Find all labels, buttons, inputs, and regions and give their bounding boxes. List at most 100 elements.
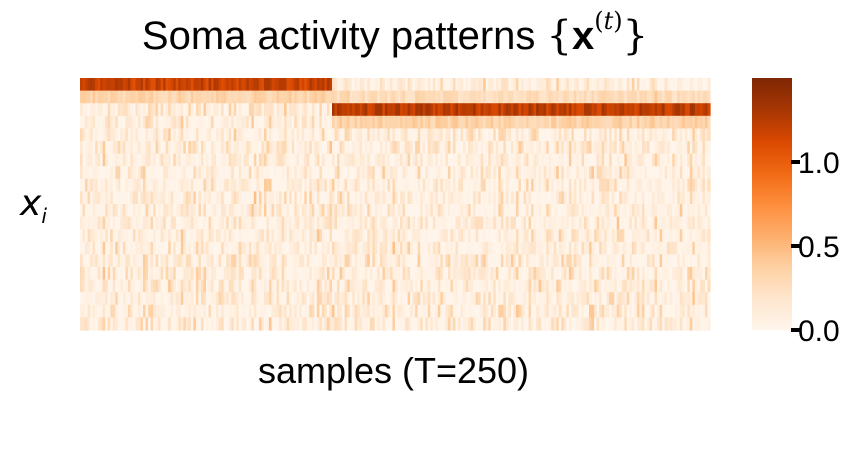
heatmap-cell bbox=[226, 90, 230, 104]
heatmap-cell bbox=[382, 153, 386, 167]
heatmap-cell bbox=[452, 166, 457, 180]
heatmap-cell bbox=[475, 216, 479, 230]
heatmap-cell bbox=[132, 90, 137, 104]
heatmap-cell bbox=[601, 153, 605, 167]
heatmap-cell bbox=[203, 229, 207, 243]
heatmap-cell bbox=[248, 90, 252, 104]
heatmap-cell bbox=[659, 78, 663, 92]
heatmap-cell bbox=[473, 304, 477, 318]
heatmap-cell bbox=[586, 141, 590, 155]
heatmap-cell bbox=[694, 128, 698, 142]
heatmap-cell bbox=[571, 292, 575, 306]
heatmap-cell bbox=[586, 90, 590, 104]
heatmap-cell bbox=[621, 153, 625, 167]
heatmap-cell bbox=[541, 103, 545, 117]
heatmap-cell bbox=[611, 115, 615, 129]
heatmap-cell bbox=[213, 103, 217, 117]
heatmap-cell bbox=[389, 178, 394, 192]
heatmap-cell bbox=[662, 115, 666, 129]
heatmap-cell bbox=[571, 254, 575, 268]
heatmap-cell bbox=[362, 191, 366, 205]
heatmap-cell bbox=[407, 166, 411, 180]
heatmap-cell bbox=[354, 279, 358, 293]
heatmap-cell bbox=[206, 241, 210, 255]
heatmap-cell bbox=[596, 279, 600, 293]
heatmap-cell bbox=[92, 128, 96, 142]
heatmap-cell bbox=[584, 103, 588, 117]
heatmap-cell bbox=[97, 178, 101, 192]
heatmap-cell bbox=[213, 216, 217, 230]
heatmap-cell bbox=[294, 267, 298, 281]
heatmap-cell bbox=[228, 317, 232, 331]
heatmap-cell bbox=[238, 153, 242, 167]
heatmap-cell bbox=[251, 292, 255, 306]
heatmap-cell bbox=[389, 292, 394, 306]
heatmap-cell bbox=[435, 216, 439, 230]
heatmap-cell bbox=[362, 90, 366, 104]
heatmap-cell bbox=[369, 304, 373, 318]
heatmap-cell bbox=[359, 292, 363, 306]
heatmap-cell bbox=[143, 115, 147, 129]
heatmap-cell bbox=[216, 141, 220, 155]
heatmap-cell bbox=[702, 166, 706, 180]
heatmap-cell bbox=[344, 267, 348, 281]
heatmap-cell bbox=[369, 103, 373, 117]
heatmap-cell bbox=[410, 304, 414, 318]
heatmap-cell bbox=[173, 267, 177, 281]
heatmap-cell bbox=[682, 191, 686, 205]
heatmap-cell bbox=[183, 304, 187, 318]
heatmap-cell bbox=[485, 128, 489, 142]
heatmap-cell bbox=[483, 241, 487, 255]
heatmap-cell bbox=[591, 115, 595, 129]
heatmap-cell bbox=[558, 317, 562, 331]
heatmap-cell bbox=[649, 229, 653, 243]
heatmap-cell bbox=[130, 216, 134, 230]
heatmap-cell bbox=[364, 279, 368, 293]
heatmap-cell bbox=[344, 153, 348, 167]
heatmap-cell bbox=[314, 141, 318, 155]
heatmap-cell bbox=[636, 153, 641, 167]
heatmap-cell bbox=[473, 241, 477, 255]
heatmap-cell bbox=[576, 267, 580, 281]
heatmap-cell bbox=[490, 166, 494, 180]
heatmap-cell bbox=[485, 90, 489, 104]
heatmap-cell bbox=[503, 254, 507, 268]
heatmap-cell bbox=[644, 90, 648, 104]
heatmap-cell bbox=[508, 229, 512, 243]
heatmap-cell bbox=[221, 254, 225, 268]
heatmap-cell bbox=[543, 204, 547, 218]
heatmap-cell bbox=[140, 292, 144, 306]
heatmap-cell bbox=[437, 90, 441, 104]
heatmap-cell bbox=[342, 292, 346, 306]
heatmap-cell bbox=[634, 229, 638, 243]
heatmap-cell bbox=[395, 178, 399, 192]
heatmap-cell bbox=[528, 153, 532, 167]
heatmap-cell bbox=[321, 178, 326, 192]
heatmap-cell bbox=[490, 204, 494, 218]
heatmap-cell bbox=[276, 178, 280, 192]
heatmap-cell bbox=[578, 216, 583, 230]
heatmap-cell bbox=[216, 317, 220, 331]
heatmap-cell bbox=[669, 166, 673, 180]
heatmap-cell bbox=[226, 241, 230, 255]
heatmap-cell bbox=[611, 254, 615, 268]
heatmap-cell bbox=[546, 78, 550, 92]
heatmap-cell bbox=[251, 317, 255, 331]
heatmap-cell bbox=[130, 317, 134, 331]
heatmap-cell bbox=[296, 254, 300, 268]
heatmap-cell bbox=[586, 254, 590, 268]
heatmap-cell bbox=[468, 128, 472, 142]
heatmap-cell bbox=[402, 90, 406, 104]
heatmap-cell bbox=[614, 78, 618, 92]
heatmap-cell bbox=[150, 178, 154, 192]
heatmap-cell bbox=[354, 204, 358, 218]
heatmap-cell bbox=[110, 115, 114, 129]
heatmap-cell bbox=[458, 128, 462, 142]
heatmap-cell bbox=[485, 254, 489, 268]
heatmap-cell bbox=[231, 241, 235, 255]
heatmap-cell bbox=[606, 204, 610, 218]
heatmap-cell bbox=[208, 267, 212, 281]
heatmap-cell bbox=[223, 317, 227, 331]
heatmap-cell bbox=[218, 304, 222, 318]
heatmap-cell bbox=[102, 166, 106, 180]
